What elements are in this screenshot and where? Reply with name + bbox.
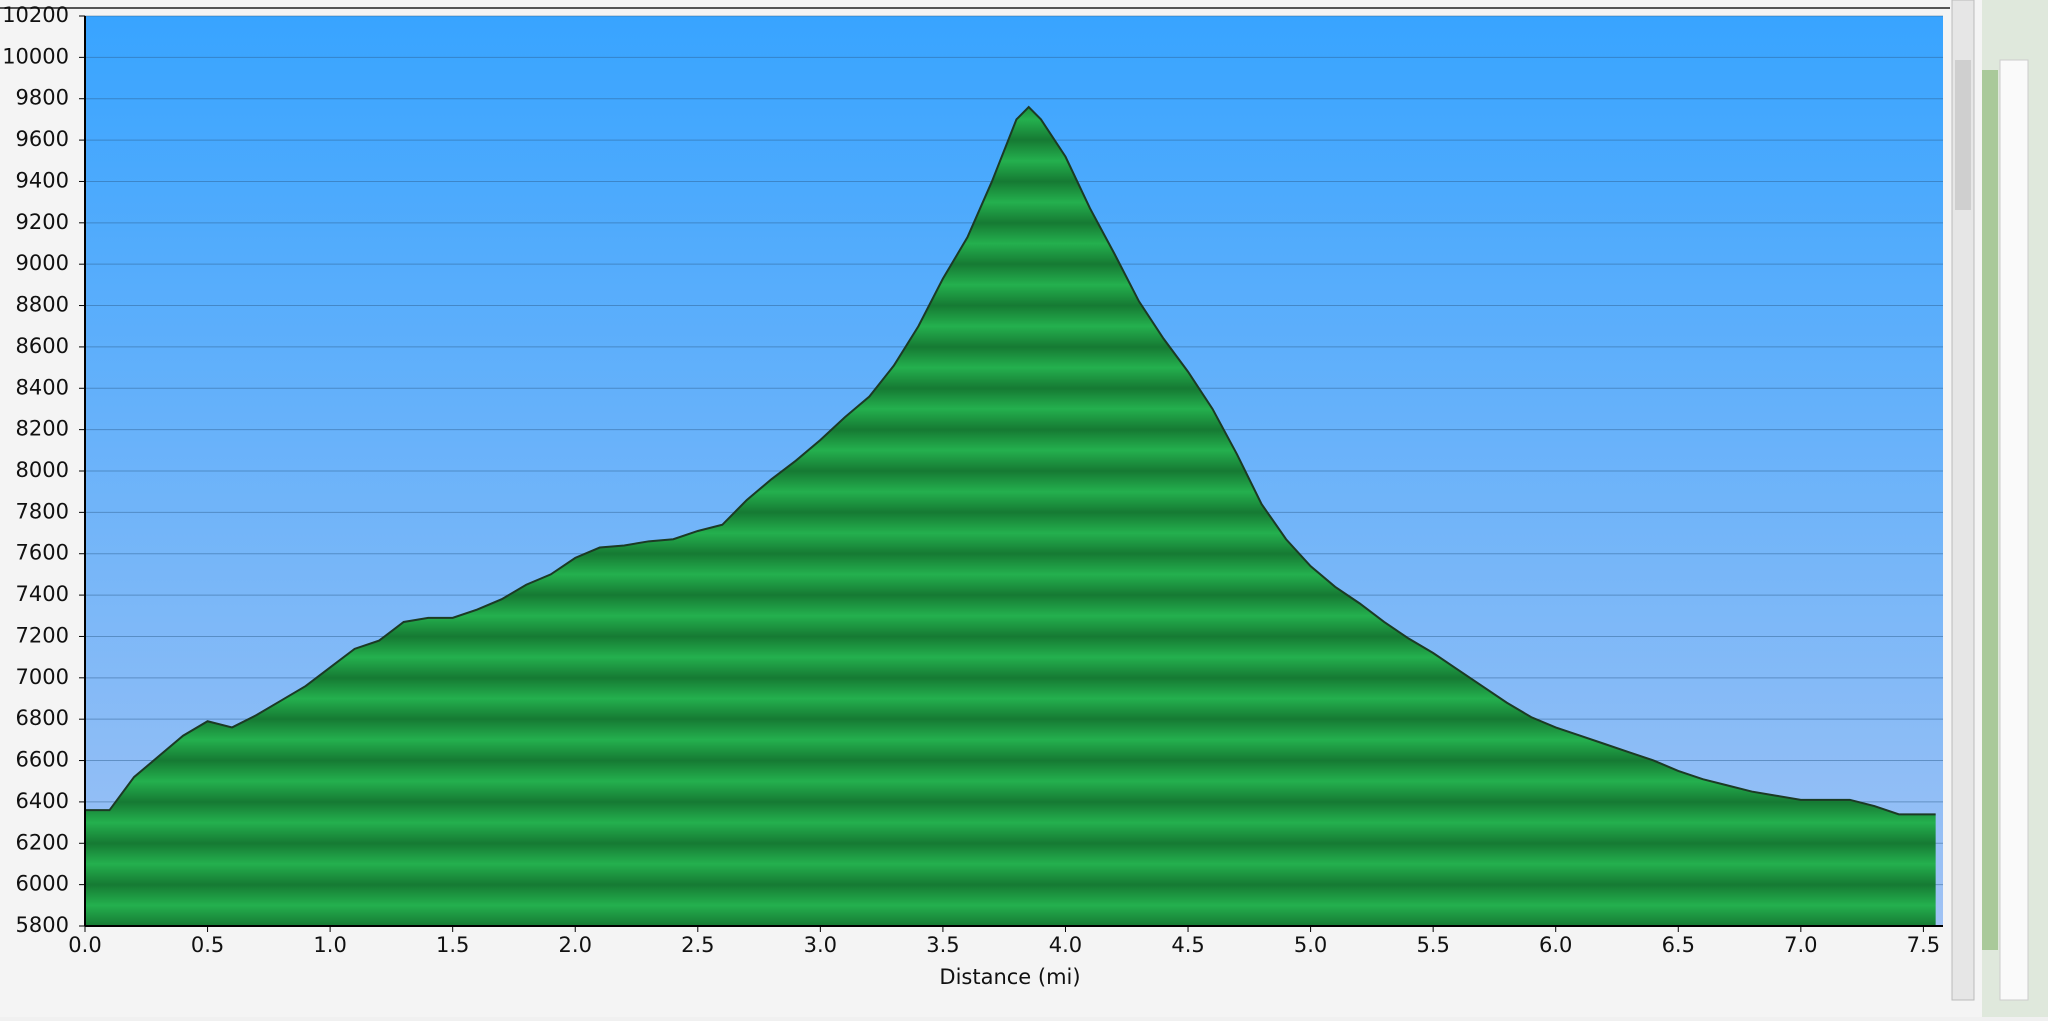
- x-tick-label: 2.5: [681, 933, 714, 957]
- y-tick-label: 6200: [16, 830, 69, 854]
- x-tick-label: 0.0: [68, 933, 101, 957]
- y-tick-label: 8200: [16, 417, 69, 441]
- y-tick-label: 7800: [16, 499, 69, 523]
- y-tick-label: 5800: [16, 913, 69, 937]
- y-tick-label: 8000: [16, 458, 69, 482]
- y-tick-label: 9200: [16, 210, 69, 234]
- terrain-area: [85, 107, 1936, 926]
- y-tick-label: 6400: [16, 789, 69, 813]
- y-tick-label: 6800: [16, 706, 69, 730]
- y-tick-label: 8600: [16, 334, 69, 358]
- y-tick-label: 6000: [16, 872, 69, 896]
- x-tick-label: 6.5: [1662, 933, 1695, 957]
- map-edge: [1982, 70, 1998, 950]
- y-tick-label: 7600: [16, 541, 69, 565]
- y-tick-label: 6600: [16, 748, 69, 772]
- map-scrollbar[interactable]: [1999, 59, 2029, 1001]
- y-tick-label: 9800: [16, 86, 69, 110]
- x-tick-label: 5.5: [1416, 933, 1449, 957]
- terrain-line: [85, 105, 1936, 816]
- y-tick-label: 10200: [2, 3, 69, 27]
- y-tick-label: 8400: [16, 375, 69, 399]
- scrollbar[interactable]: [1951, 0, 1975, 1001]
- x-tick-label: 3.5: [926, 933, 959, 957]
- x-tick-label: 4.0: [1049, 933, 1082, 957]
- y-tick-label: 10000: [2, 44, 69, 68]
- x-tick-label: 1.5: [436, 933, 469, 957]
- y-tick-label: 7200: [16, 623, 69, 647]
- x-tick-label: 5.0: [1294, 933, 1327, 957]
- x-tick-label: 6.0: [1539, 933, 1572, 957]
- y-tick-label: 9400: [16, 168, 69, 192]
- x-tick-label: 4.5: [1171, 933, 1204, 957]
- y-tick-label: 7400: [16, 582, 69, 606]
- y-tick-label: 7000: [16, 665, 69, 689]
- scroll-thumb[interactable]: [1955, 60, 1971, 210]
- x-tick-label: 2.0: [559, 933, 592, 957]
- y-tick-label: 9600: [16, 127, 69, 151]
- y-tick-label: 8800: [16, 293, 69, 317]
- x-tick-label: 7.5: [1907, 933, 1940, 957]
- x-tick-label: 1.0: [313, 933, 346, 957]
- x-tick-label: 0.5: [191, 933, 224, 957]
- y-tick-label: 9000: [16, 251, 69, 275]
- x-tick-label: 3.0: [804, 933, 837, 957]
- x-axis-label: Distance (mi): [939, 965, 1080, 989]
- x-tick-label: 7.0: [1784, 933, 1817, 957]
